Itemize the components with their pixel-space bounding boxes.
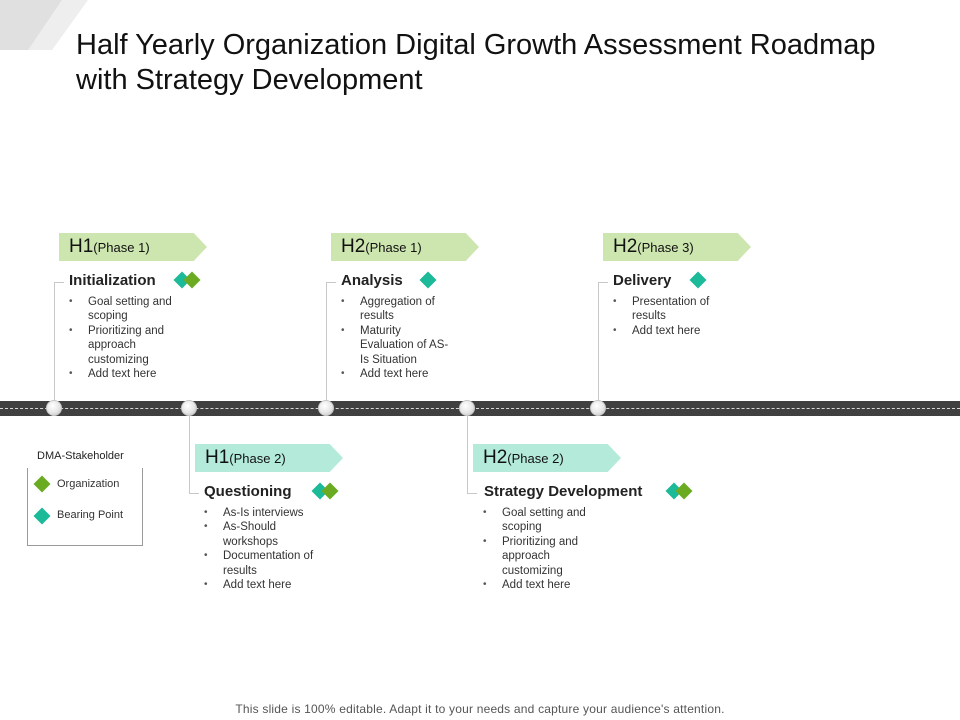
corner-decoration bbox=[0, 0, 88, 50]
timeline-node bbox=[46, 400, 62, 416]
footer-note: This slide is 100% editable. Adapt it to… bbox=[235, 702, 725, 716]
bullet-item: Aggregation of results bbox=[341, 295, 451, 324]
phase-number: (Phase 1) bbox=[365, 240, 422, 255]
connector-line bbox=[326, 282, 336, 283]
connector-line bbox=[54, 282, 55, 402]
bullet-item: Add text here bbox=[204, 578, 314, 593]
teal-diamond-icon bbox=[689, 271, 707, 289]
green-diamond-icon bbox=[321, 482, 339, 500]
timeline-node bbox=[318, 400, 334, 416]
milestone-title: Initialization bbox=[69, 272, 156, 289]
bullet-item: Maturity Evaluation of AS-Is Situation bbox=[341, 324, 451, 367]
phase-half: H2 bbox=[613, 236, 638, 257]
legend-item-organization: Organization bbox=[57, 478, 120, 490]
bullet-item: Goal setting and scoping bbox=[483, 506, 601, 535]
phase-half: H2 bbox=[483, 447, 508, 468]
legend-item-bearing-point: Bearing Point bbox=[57, 509, 124, 521]
bullet-item: Goal setting and scoping bbox=[69, 295, 187, 324]
bullet-item: Add text here bbox=[613, 324, 731, 339]
green-diamond-icon bbox=[183, 271, 201, 289]
slide-title: Half Yearly Organization Digital Growth … bbox=[76, 29, 876, 96]
phase-half: H1 bbox=[69, 236, 94, 257]
milestone-bullets: As-Is interviews As-Should workshops Doc… bbox=[204, 506, 314, 593]
milestone-title: Strategy Development bbox=[484, 483, 643, 500]
milestone-bullets: Presentation of results Add text here bbox=[613, 295, 731, 339]
connector-line bbox=[598, 282, 599, 402]
milestone-title: Analysis bbox=[341, 272, 403, 289]
legend-box bbox=[27, 468, 143, 546]
bullet-item: Presentation of results bbox=[613, 295, 731, 324]
phase-number: (Phase 1) bbox=[93, 240, 150, 255]
bullet-item: Prioritizing and approach customizing bbox=[483, 535, 601, 578]
phase-number: (Phase 2) bbox=[507, 451, 564, 466]
connector-line bbox=[467, 493, 477, 494]
connector-line bbox=[467, 414, 468, 494]
connector-line bbox=[326, 282, 327, 402]
bullet-item: Documentation of results bbox=[204, 549, 314, 578]
phase-tag: H1(Phase 2) bbox=[195, 444, 343, 472]
connector-line bbox=[189, 493, 199, 494]
phase-number: (Phase 2) bbox=[229, 451, 286, 466]
milestone-bullets: Aggregation of results Maturity Evaluati… bbox=[341, 295, 451, 382]
phase-tag: H2(Phase 3) bbox=[603, 233, 751, 261]
bullet-item: Add text here bbox=[69, 367, 187, 382]
legend-title: DMA-Stakeholder bbox=[37, 450, 124, 462]
milestone-title: Delivery bbox=[613, 272, 672, 289]
road-dashed-line bbox=[0, 408, 960, 409]
bullet-item: Add text here bbox=[483, 578, 601, 593]
teal-diamond-icon bbox=[419, 271, 437, 289]
milestone-bullets: Goal setting and scoping Prioritizing an… bbox=[483, 506, 601, 593]
bullet-item: Add text here bbox=[341, 367, 451, 382]
connector-line bbox=[189, 414, 190, 494]
phase-tag: H2(Phase 2) bbox=[473, 444, 621, 472]
timeline-road bbox=[0, 401, 960, 416]
phase-tag: H1(Phase 1) bbox=[59, 233, 207, 261]
green-diamond-icon bbox=[675, 482, 693, 500]
phase-tag: H2(Phase 1) bbox=[331, 233, 479, 261]
milestone-title: Questioning bbox=[204, 483, 292, 500]
timeline-node bbox=[181, 400, 197, 416]
phase-half: H1 bbox=[205, 447, 230, 468]
milestone-bullets: Goal setting and scoping Prioritizing an… bbox=[69, 295, 187, 382]
bullet-item: As-Is interviews bbox=[204, 506, 314, 521]
connector-line bbox=[54, 282, 64, 283]
bullet-item: Prioritizing and approach customizing bbox=[69, 324, 187, 367]
phase-half: H2 bbox=[341, 236, 366, 257]
bullet-item: As-Should workshops bbox=[204, 520, 314, 549]
connector-line bbox=[598, 282, 608, 283]
timeline-node bbox=[459, 400, 475, 416]
timeline-node bbox=[590, 400, 606, 416]
phase-number: (Phase 3) bbox=[637, 240, 694, 255]
